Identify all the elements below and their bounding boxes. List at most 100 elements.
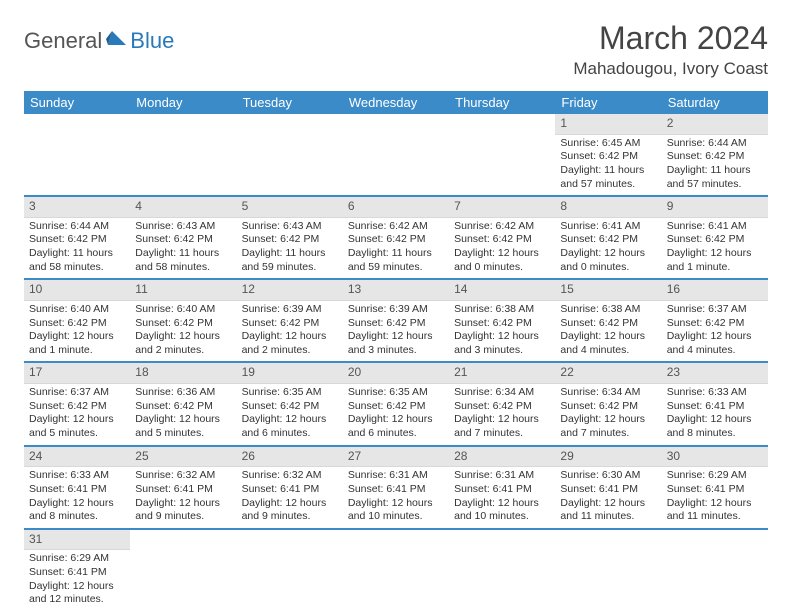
day-details: Sunrise: 6:38 AMSunset: 6:42 PMDaylight:… <box>555 301 661 362</box>
day-details: Sunrise: 6:32 AMSunset: 6:41 PMDaylight:… <box>237 467 343 528</box>
calendar-cell: 3Sunrise: 6:44 AMSunset: 6:42 PMDaylight… <box>24 196 130 278</box>
daylight-text: Daylight: 12 hours and 10 minutes. <box>454 497 550 524</box>
sunrise-text: Sunrise: 6:40 AM <box>29 303 125 317</box>
sunset-text: Sunset: 6:42 PM <box>135 317 231 331</box>
calendar-cell: 14Sunrise: 6:38 AMSunset: 6:42 PMDayligh… <box>449 279 555 361</box>
sunrise-text: Sunrise: 6:39 AM <box>348 303 444 317</box>
calendar-cell: 24Sunrise: 6:33 AMSunset: 6:41 PMDayligh… <box>24 446 130 528</box>
daylight-text: Daylight: 11 hours and 57 minutes. <box>667 164 763 191</box>
daylight-text: Daylight: 12 hours and 5 minutes. <box>29 413 125 440</box>
day-details: Sunrise: 6:31 AMSunset: 6:41 PMDaylight:… <box>343 467 449 528</box>
calendar-cell <box>662 529 768 611</box>
day-number: 8 <box>555 197 661 218</box>
sunset-text: Sunset: 6:42 PM <box>560 150 656 164</box>
day-details: Sunrise: 6:33 AMSunset: 6:41 PMDaylight:… <box>24 467 130 528</box>
sunset-text: Sunset: 6:42 PM <box>667 150 763 164</box>
day-number: 19 <box>237 363 343 384</box>
daylight-text: Daylight: 12 hours and 0 minutes. <box>560 247 656 274</box>
daylight-text: Daylight: 12 hours and 0 minutes. <box>454 247 550 274</box>
day-number: 15 <box>555 280 661 301</box>
sunrise-text: Sunrise: 6:42 AM <box>348 220 444 234</box>
sunset-text: Sunset: 6:42 PM <box>29 317 125 331</box>
sunset-text: Sunset: 6:42 PM <box>667 233 763 247</box>
sunset-text: Sunset: 6:42 PM <box>348 317 444 331</box>
day-number: 27 <box>343 447 449 468</box>
day-details: Sunrise: 6:42 AMSunset: 6:42 PMDaylight:… <box>449 218 555 279</box>
location-subtitle: Mahadougou, Ivory Coast <box>573 59 768 79</box>
sunset-text: Sunset: 6:42 PM <box>454 233 550 247</box>
weekday-header: Wednesday <box>343 91 449 114</box>
calendar-cell: 10Sunrise: 6:40 AMSunset: 6:42 PMDayligh… <box>24 279 130 361</box>
calendar-cell: 20Sunrise: 6:35 AMSunset: 6:42 PMDayligh… <box>343 362 449 444</box>
daylight-text: Daylight: 11 hours and 57 minutes. <box>560 164 656 191</box>
sunset-text: Sunset: 6:42 PM <box>560 400 656 414</box>
daylight-text: Daylight: 12 hours and 4 minutes. <box>667 330 763 357</box>
daylight-text: Daylight: 12 hours and 8 minutes. <box>29 497 125 524</box>
day-details: Sunrise: 6:40 AMSunset: 6:42 PMDaylight:… <box>24 301 130 362</box>
day-number: 17 <box>24 363 130 384</box>
daylight-text: Daylight: 12 hours and 2 minutes. <box>242 330 338 357</box>
daylight-text: Daylight: 12 hours and 6 minutes. <box>348 413 444 440</box>
day-number: 14 <box>449 280 555 301</box>
logo-sail-icon <box>106 29 128 47</box>
page-header: General Blue March 2024 Mahadougou, Ivor… <box>24 20 768 79</box>
sunrise-text: Sunrise: 6:38 AM <box>454 303 550 317</box>
day-number: 5 <box>237 197 343 218</box>
calendar-cell: 15Sunrise: 6:38 AMSunset: 6:42 PMDayligh… <box>555 279 661 361</box>
sunset-text: Sunset: 6:42 PM <box>560 233 656 247</box>
day-details: Sunrise: 6:36 AMSunset: 6:42 PMDaylight:… <box>130 384 236 445</box>
calendar-week-row: 24Sunrise: 6:33 AMSunset: 6:41 PMDayligh… <box>24 446 768 528</box>
calendar-cell: 25Sunrise: 6:32 AMSunset: 6:41 PMDayligh… <box>130 446 236 528</box>
day-number: 30 <box>662 447 768 468</box>
calendar-cell: 19Sunrise: 6:35 AMSunset: 6:42 PMDayligh… <box>237 362 343 444</box>
day-number: 11 <box>130 280 236 301</box>
day-number: 28 <box>449 447 555 468</box>
sunset-text: Sunset: 6:42 PM <box>242 317 338 331</box>
calendar-week-row: 17Sunrise: 6:37 AMSunset: 6:42 PMDayligh… <box>24 362 768 444</box>
daylight-text: Daylight: 12 hours and 7 minutes. <box>560 413 656 440</box>
day-details: Sunrise: 6:34 AMSunset: 6:42 PMDaylight:… <box>555 384 661 445</box>
day-details: Sunrise: 6:31 AMSunset: 6:41 PMDaylight:… <box>449 467 555 528</box>
month-title: March 2024 <box>573 20 768 57</box>
calendar-cell: 6Sunrise: 6:42 AMSunset: 6:42 PMDaylight… <box>343 196 449 278</box>
calendar-cell: 2Sunrise: 6:44 AMSunset: 6:42 PMDaylight… <box>662 114 768 195</box>
sunset-text: Sunset: 6:42 PM <box>667 317 763 331</box>
sunrise-text: Sunrise: 6:30 AM <box>560 469 656 483</box>
sunrise-text: Sunrise: 6:42 AM <box>454 220 550 234</box>
day-number: 12 <box>237 280 343 301</box>
sunrise-text: Sunrise: 6:32 AM <box>242 469 338 483</box>
sunset-text: Sunset: 6:41 PM <box>242 483 338 497</box>
day-details: Sunrise: 6:29 AMSunset: 6:41 PMDaylight:… <box>662 467 768 528</box>
sunset-text: Sunset: 6:42 PM <box>560 317 656 331</box>
day-details: Sunrise: 6:40 AMSunset: 6:42 PMDaylight:… <box>130 301 236 362</box>
day-details: Sunrise: 6:35 AMSunset: 6:42 PMDaylight:… <box>237 384 343 445</box>
day-details: Sunrise: 6:33 AMSunset: 6:41 PMDaylight:… <box>662 384 768 445</box>
sunrise-text: Sunrise: 6:34 AM <box>454 386 550 400</box>
calendar-cell: 26Sunrise: 6:32 AMSunset: 6:41 PMDayligh… <box>237 446 343 528</box>
calendar-cell <box>130 529 236 611</box>
calendar-cell: 27Sunrise: 6:31 AMSunset: 6:41 PMDayligh… <box>343 446 449 528</box>
daylight-text: Daylight: 12 hours and 3 minutes. <box>454 330 550 357</box>
sunset-text: Sunset: 6:41 PM <box>348 483 444 497</box>
daylight-text: Daylight: 12 hours and 3 minutes. <box>348 330 444 357</box>
day-number: 21 <box>449 363 555 384</box>
sunrise-text: Sunrise: 6:31 AM <box>348 469 444 483</box>
logo-text-general: General <box>24 28 102 54</box>
day-number: 20 <box>343 363 449 384</box>
calendar-cell <box>237 114 343 195</box>
calendar-cell: 16Sunrise: 6:37 AMSunset: 6:42 PMDayligh… <box>662 279 768 361</box>
daylight-text: Daylight: 12 hours and 6 minutes. <box>242 413 338 440</box>
weekday-header: Tuesday <box>237 91 343 114</box>
day-details: Sunrise: 6:44 AMSunset: 6:42 PMDaylight:… <box>662 135 768 196</box>
day-number: 22 <box>555 363 661 384</box>
sunset-text: Sunset: 6:41 PM <box>29 566 125 580</box>
sunrise-text: Sunrise: 6:39 AM <box>242 303 338 317</box>
calendar-cell: 30Sunrise: 6:29 AMSunset: 6:41 PMDayligh… <box>662 446 768 528</box>
calendar-cell: 5Sunrise: 6:43 AMSunset: 6:42 PMDaylight… <box>237 196 343 278</box>
day-details: Sunrise: 6:34 AMSunset: 6:42 PMDaylight:… <box>449 384 555 445</box>
day-details: Sunrise: 6:29 AMSunset: 6:41 PMDaylight:… <box>24 550 130 611</box>
calendar-cell <box>343 529 449 611</box>
day-details: Sunrise: 6:43 AMSunset: 6:42 PMDaylight:… <box>130 218 236 279</box>
day-number: 4 <box>130 197 236 218</box>
calendar-cell <box>237 529 343 611</box>
